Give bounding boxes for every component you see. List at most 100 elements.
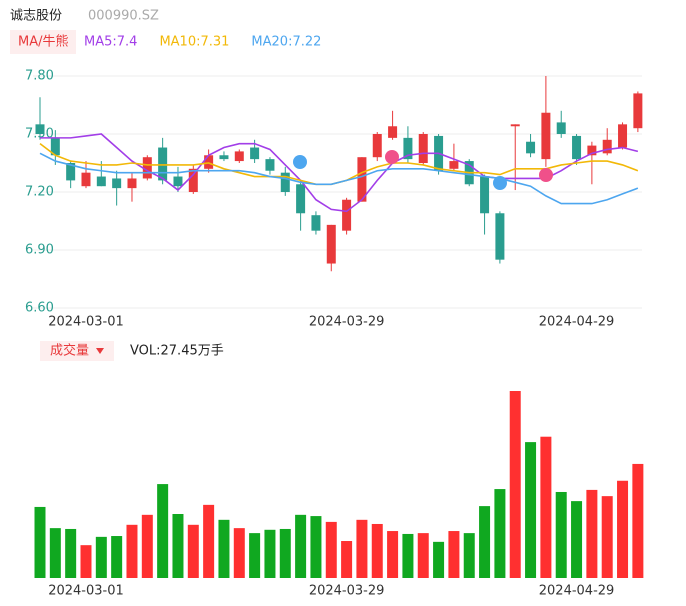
candle-body (35, 124, 45, 134)
ma-line (40, 133, 639, 213)
candle-body (618, 124, 628, 148)
volume-bar (279, 528, 291, 578)
volume-title[interactable]: 成交量 (50, 343, 89, 359)
candle-body (234, 151, 244, 162)
y-tick-label: 7.80 (25, 69, 54, 84)
ma-line (39, 152, 639, 205)
y-tick-label: 6.90 (25, 243, 54, 258)
volume-bar (341, 541, 353, 578)
badge (293, 155, 307, 169)
candle-body (372, 134, 382, 158)
volume-bar (295, 514, 307, 578)
candle-body (280, 172, 290, 192)
signal-badges (293, 150, 553, 190)
badge (539, 168, 553, 182)
volume-bar (325, 521, 337, 578)
volume-bar (95, 536, 107, 578)
volume-bar (356, 519, 368, 578)
candle-body (96, 176, 106, 187)
volume-bar (310, 516, 322, 578)
dropdown-arrow[interactable] (96, 348, 104, 354)
candle-body (633, 93, 643, 129)
candle-body (587, 145, 597, 156)
volume-bar (141, 514, 153, 578)
candle-body (296, 184, 306, 214)
candle-body (142, 157, 152, 179)
stock-code: 000990.SZ (88, 9, 159, 24)
stock-name: 诚志股份 (10, 9, 62, 24)
volume-bar (509, 391, 521, 578)
candle-body (495, 213, 505, 260)
volume-bar (49, 528, 61, 578)
legend-label: MA10:7.31 (159, 35, 229, 50)
candle-body (127, 178, 137, 189)
y-tick-label: 7.20 (25, 185, 54, 200)
volume-bar (417, 533, 429, 578)
volume-bar (463, 533, 475, 578)
volume-bar (172, 514, 184, 578)
volume-bar (617, 480, 629, 578)
legend-box[interactable] (10, 30, 76, 54)
candle-body (112, 178, 122, 189)
candle-body (480, 176, 490, 214)
volume-bar (111, 536, 123, 578)
candle-body (158, 147, 168, 181)
volume-bar (402, 533, 414, 578)
candle-body (526, 141, 536, 154)
volume-bar (371, 523, 383, 578)
volume-bar (187, 524, 199, 578)
volume-bar (65, 528, 77, 578)
x-tick-label: 2024-03-29 (309, 315, 385, 330)
volume-box[interactable] (40, 341, 114, 361)
candle-body (250, 147, 260, 160)
volume-bar (387, 531, 399, 578)
legend-box-label[interactable]: MA/牛熊 (18, 34, 69, 50)
candle-body (388, 126, 398, 138)
volume-bar (433, 541, 445, 578)
candle-body (510, 124, 520, 127)
candle-body (265, 159, 275, 171)
volume-bar (233, 528, 245, 578)
candle-body (342, 199, 352, 231)
badge (385, 150, 399, 164)
volume-bar (494, 489, 506, 578)
candle-body (449, 161, 459, 169)
candle-body (311, 215, 321, 231)
x-tick-label: 2024-04-29 (539, 584, 615, 599)
volume-bar (540, 436, 552, 578)
candle-body (173, 176, 183, 187)
candle-body (556, 122, 566, 134)
volume-bar (601, 496, 613, 578)
x-tick-label: 2024-03-01 (48, 315, 124, 330)
badge (493, 176, 507, 190)
candle-body (188, 168, 198, 192)
y-tick-label: 6.60 (25, 301, 54, 316)
volume-bar (571, 501, 583, 578)
volume-bar (203, 504, 215, 578)
x-tick-label: 2024-03-29 (309, 584, 385, 599)
volume-bar (525, 442, 537, 578)
volume-bar (157, 484, 169, 578)
volume-bar (126, 524, 138, 578)
candle-body (357, 157, 367, 202)
candle-body (66, 163, 76, 181)
legend-label: MA5:7.4 (84, 35, 137, 50)
candle-body (204, 155, 214, 169)
candle-body (219, 155, 229, 160)
x-tick-label: 2024-04-29 (539, 315, 615, 330)
candle-body (572, 135, 582, 160)
candle-body (418, 134, 428, 163)
volume-bar (34, 506, 46, 578)
volume-bar (555, 491, 567, 578)
volume-bar (448, 531, 460, 578)
volume-bar (218, 519, 230, 578)
candle-body (326, 224, 336, 264)
candle-body (541, 112, 551, 160)
volume-bar (632, 463, 644, 578)
x-tick-label: 2024-03-01 (48, 584, 124, 599)
legend-label: MA20:7.22 (251, 35, 321, 50)
volume-bar (264, 529, 276, 578)
candle-body (81, 172, 91, 187)
volume-bar (80, 545, 92, 578)
